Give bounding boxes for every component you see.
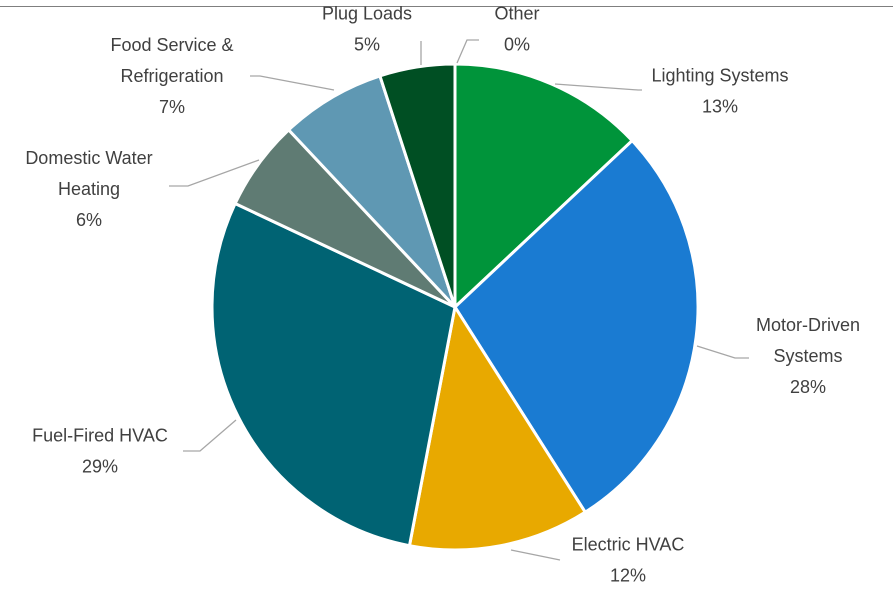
- data-label-line: Refrigeration: [120, 66, 223, 86]
- pie-slice-food-service-and-refrigeration: [286, 73, 457, 309]
- data-label-line: Domestic Water: [25, 148, 152, 168]
- data-label-line: 5%: [354, 34, 380, 54]
- data-label-domestic-water-heating: Domestic Water Heating 6%: [25, 148, 152, 230]
- data-label-lighting-systems: Lighting Systems 13%: [651, 65, 788, 116]
- leader-lines-layer: [169, 39, 749, 561]
- pie-slice-lighting-systems: [453, 62, 635, 311]
- pie-slice-electric-hvac: [407, 302, 588, 552]
- data-label-line: Motor-Driven: [756, 315, 860, 335]
- data-label-line: 12%: [610, 565, 646, 585]
- data-label-motor-driven-systems: Motor-Driven Systems 28%: [756, 315, 860, 397]
- data-label-plug-loads: Plug Loads 5%: [322, 3, 412, 54]
- pie-slice-fuel-fired-hvac: [210, 201, 457, 548]
- data-label-fuel-fired-hvac: Fuel-Fired HVAC 29%: [32, 425, 168, 476]
- leader-line-electric-hvac: [510, 549, 561, 561]
- slices-layer: [210, 62, 700, 552]
- data-label-line: Other: [494, 3, 539, 23]
- data-label-line: Fuel-Fired HVAC: [32, 425, 168, 445]
- data-label-line: Electric HVAC: [572, 534, 685, 554]
- data-label-line: 13%: [702, 96, 738, 116]
- pie-slice-plug-loads: [378, 62, 457, 308]
- leader-line-other: [456, 39, 479, 64]
- data-label-line: 28%: [790, 377, 826, 397]
- leader-line-fuel-fired-hvac: [183, 419, 237, 452]
- leader-line-motor-driven-systems: [696, 345, 749, 359]
- data-label-line: 0%: [504, 34, 530, 54]
- data-label-line: Food Service &: [110, 35, 233, 55]
- data-label-line: 7%: [159, 97, 185, 117]
- data-label-food-service-and-refrigeration: Food Service & Refrigeration 7%: [110, 35, 233, 117]
- data-label-electric-hvac: Electric HVAC 12%: [572, 534, 685, 585]
- data-label-line: 29%: [82, 456, 118, 476]
- data-label-line: Lighting Systems: [651, 65, 788, 85]
- data-label-line: Systems: [773, 346, 842, 366]
- leader-line-lighting-systems: [554, 83, 642, 91]
- data-label-other: Other 0%: [494, 3, 539, 54]
- pie-slice-motor-driven-systems: [453, 138, 700, 515]
- leader-line-domestic-water-heating: [169, 159, 260, 187]
- data-label-line: Plug Loads: [322, 3, 412, 23]
- leader-line-food-service-and-refrigeration: [250, 75, 335, 91]
- labels-layer: Lighting Systems 13% Motor-Driven Systems 28…: [25, 3, 860, 585]
- data-label-line: Heating: [58, 179, 120, 199]
- data-label-line: 6%: [76, 210, 102, 230]
